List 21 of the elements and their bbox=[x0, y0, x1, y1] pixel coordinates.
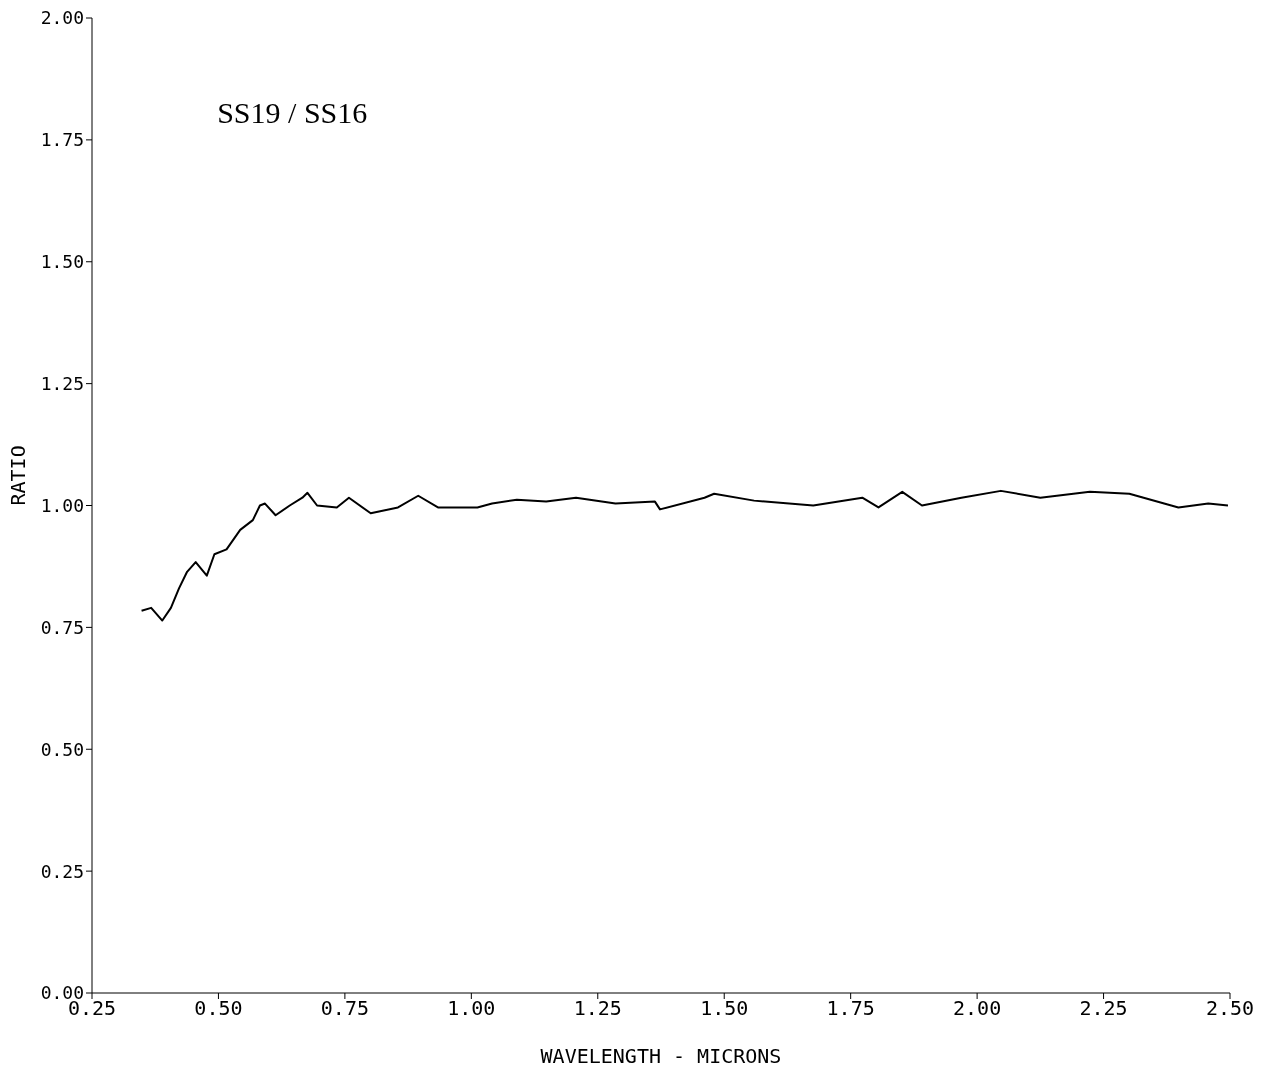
y-tick-label: 0.25 bbox=[40, 860, 84, 882]
y-tick-label: 1.25 bbox=[40, 373, 84, 395]
y-tick-label: 1.75 bbox=[40, 129, 84, 151]
y-tick-label: 0.50 bbox=[40, 738, 84, 760]
x-tick-label: 1.00 bbox=[447, 996, 496, 1021]
x-tick-label: 2.25 bbox=[1079, 996, 1128, 1021]
line-series bbox=[140, 489, 1229, 622]
x-tick-label: 0.50 bbox=[194, 996, 243, 1021]
y-tick-label: 1.00 bbox=[40, 494, 84, 516]
y-tick-label: 0.75 bbox=[40, 616, 84, 638]
y-tick-label: 1.50 bbox=[40, 251, 84, 273]
y-tick-label: 2.00 bbox=[40, 7, 84, 29]
x-tick-label: 0.75 bbox=[320, 996, 369, 1021]
x-tick-label: 2.00 bbox=[953, 996, 1002, 1021]
annotation: SS19 / SS16 bbox=[217, 96, 368, 130]
y-axis-title: RATIO bbox=[6, 445, 31, 506]
x-tick-label: 1.50 bbox=[700, 996, 749, 1021]
x-tick-label: 1.75 bbox=[826, 996, 875, 1021]
x-axis-title: WAVELENGTH - MICRONS bbox=[540, 1044, 782, 1068]
x-tick-label: 2.50 bbox=[1205, 996, 1255, 1021]
x-tick-label: 1.25 bbox=[573, 996, 622, 1021]
